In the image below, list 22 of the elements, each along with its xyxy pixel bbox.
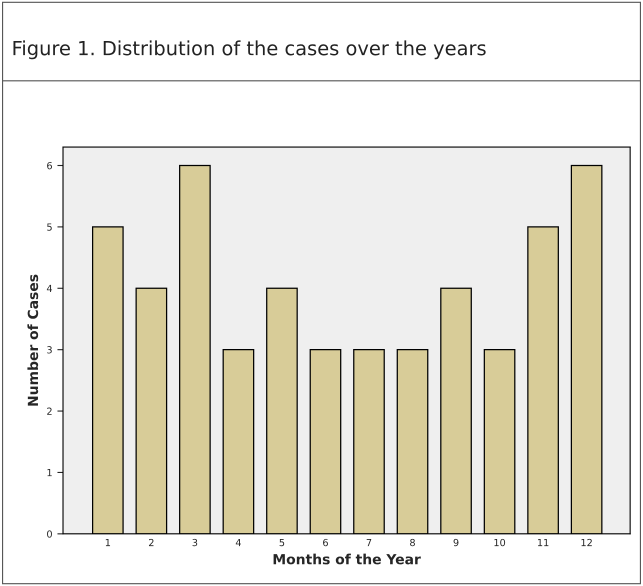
x-tick-label: 4 (236, 539, 241, 546)
x-tick-label: 12 (582, 538, 592, 546)
x-axis-title: Months of the Year (274, 554, 421, 564)
x-tick-label: 2 (148, 538, 154, 546)
x-tick-label: 7 (366, 539, 372, 546)
x-tick-label: 11 (538, 539, 548, 546)
x-tick-label: 9 (454, 538, 458, 546)
x-tick-label: 5 (280, 539, 284, 546)
y-tick-label: 0 (47, 530, 52, 538)
chart-title: Figure 1. Distribution of the cases over the years (13, 40, 486, 60)
x-tick-label: 3 (192, 538, 198, 546)
y-axis-title: Number of Cases (27, 274, 38, 406)
x-tick-label: 6 (323, 538, 328, 546)
x-tick-label: 8 (410, 538, 415, 546)
y-tick-label: 5 (47, 224, 52, 231)
x-tick-label: 10 (494, 538, 506, 546)
y-tick-label: 6 (47, 162, 52, 170)
x-tick-label: 1 (106, 539, 110, 546)
y-tick-label: 3 (47, 346, 52, 354)
y-tick-label: 2 (47, 408, 52, 415)
y-tick-label: 4 (46, 284, 52, 292)
y-tick-label: 1 (47, 469, 52, 476)
